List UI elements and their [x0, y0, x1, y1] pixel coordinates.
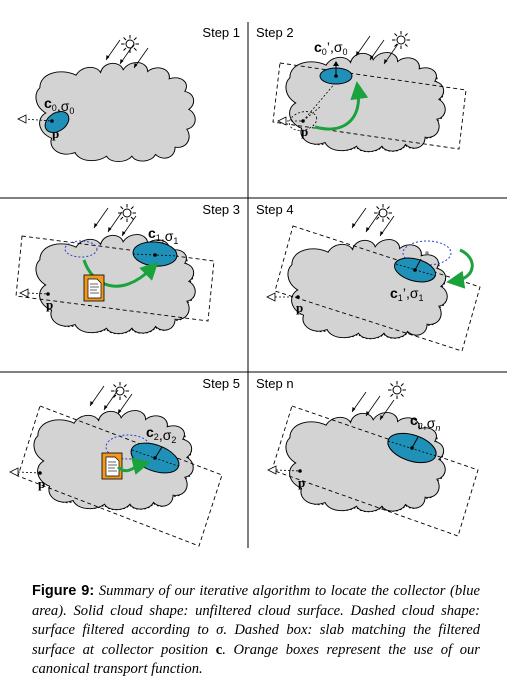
point-label: p [52, 126, 59, 141]
figure-9-diagram: c0,σ0 p c0’,σ0 p [0, 22, 507, 548]
panel-step-2: c0’,σ0 p [272, 30, 467, 153]
point-label: p [296, 300, 303, 315]
collector-label: c1’,σ1 [390, 285, 423, 303]
collector-ellipse [44, 111, 70, 133]
panel-step-3: c1,σ1 p [15, 203, 215, 335]
step-label: Step 4 [256, 202, 294, 217]
point-label: p [46, 297, 53, 312]
transport-function-icon [83, 274, 105, 302]
collector-label: c1,σ1 [148, 225, 178, 246]
panel-step-n: cn,σn p [267, 380, 479, 537]
move-arrow [446, 248, 474, 289]
collector-label: c0,σ0 [44, 95, 74, 116]
step-label: Step 1 [202, 25, 240, 40]
point-label: p [298, 475, 305, 490]
panel-step-4: c1’,σ1 p [266, 203, 481, 352]
panel-step-1: c0,σ0 p [17, 34, 196, 163]
figure-caption: Figure 9: Summary of our iterative algor… [32, 582, 480, 680]
caption-lead: Figure 9: [32, 583, 95, 599]
point-label: p [38, 476, 45, 491]
step-label: Step 5 [202, 376, 240, 391]
move-arrow [82, 259, 159, 288]
move-arrow [116, 457, 151, 475]
panel-step-5: c2,σ2 p [9, 381, 223, 547]
collector-label: cn,σn [410, 412, 440, 433]
step-label: Step n [256, 376, 294, 391]
step-label: Step 2 [256, 25, 294, 40]
caption-text-end: . Orange boxes represent the use of our … [32, 641, 480, 678]
step-label: Step 3 [202, 202, 240, 217]
point-label: p [301, 124, 308, 139]
caption-collector-symbol: c [215, 641, 223, 658]
caption-text: Summary of our iterative algorithm to lo… [32, 583, 481, 658]
move-arrow [314, 81, 369, 131]
collector-label: c2,σ2 [146, 424, 176, 445]
collector-label: c0’,σ0 [314, 39, 347, 57]
